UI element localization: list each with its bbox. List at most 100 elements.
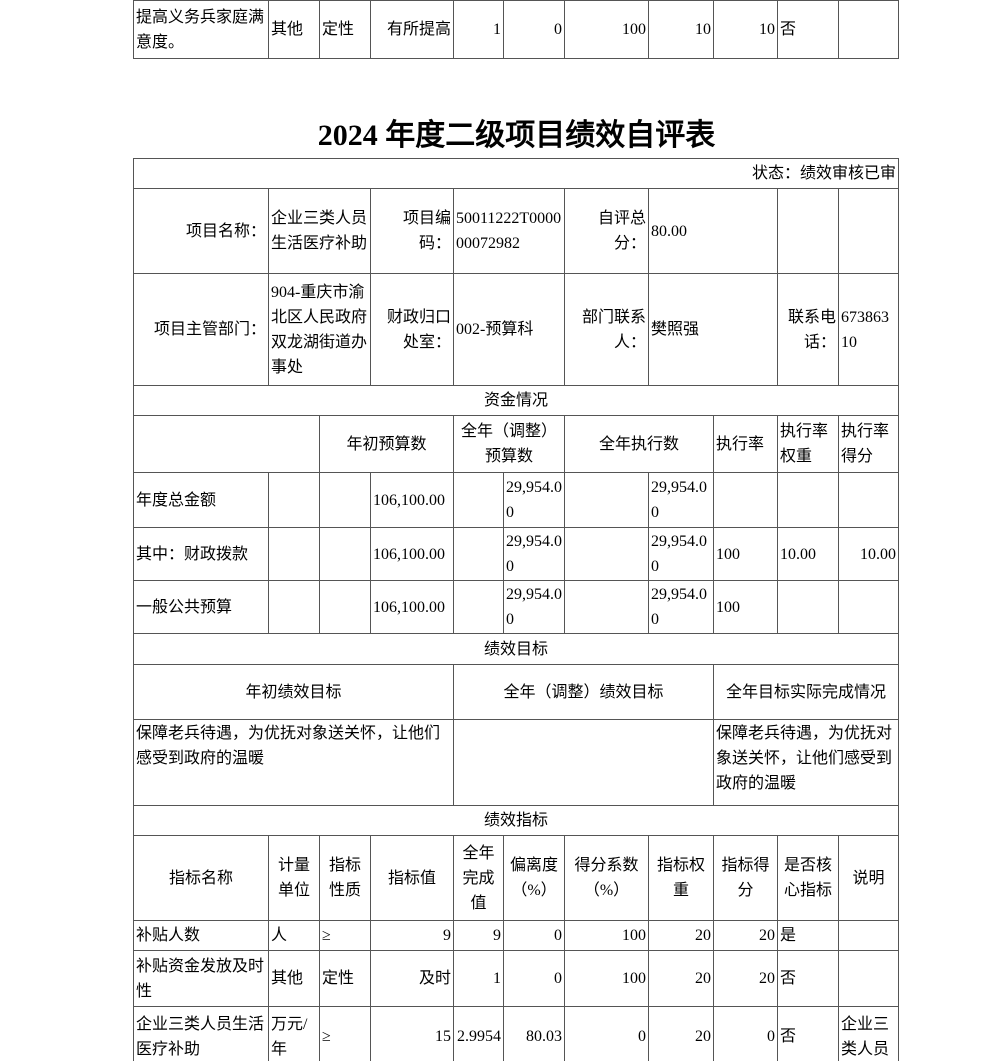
cell: 企业三类人员生活医疗补助 bbox=[133, 1006, 269, 1061]
cell bbox=[564, 527, 649, 581]
cell: 29,954.00 bbox=[503, 527, 565, 581]
table-row: 提高义务兵家庭满意度。 其他 定性 有所提高 1 0 100 10 10 否 bbox=[133, 0, 899, 59]
cell: 100 bbox=[713, 527, 778, 581]
cell bbox=[564, 472, 649, 528]
column-header: 是否核心指标 bbox=[777, 835, 839, 921]
cell bbox=[319, 472, 371, 528]
cell: 106,100.00 bbox=[370, 580, 454, 634]
page-title: 2024 年度二级项目绩效自评表 bbox=[317, 119, 716, 152]
actual-completion: 保障老兵待遇，为优抚对象送关怀，让他们感受到政府的温暖 bbox=[713, 719, 899, 806]
cell: 企业三类人员 bbox=[838, 1006, 899, 1061]
cell: 补贴资金发放及时性 bbox=[133, 950, 269, 1007]
label: 项目主管部门： bbox=[133, 273, 269, 386]
cell: 补贴人数 bbox=[133, 920, 269, 951]
project-code: 50011222T000000072982 bbox=[453, 188, 565, 274]
cell: 一般公共预算 bbox=[133, 580, 269, 634]
cell: 其中：财政拨款 bbox=[133, 527, 269, 581]
cell bbox=[838, 472, 899, 528]
cell: 29,954.00 bbox=[503, 472, 565, 528]
cell: 20 bbox=[648, 950, 714, 1007]
column-header: 指标得分 bbox=[713, 835, 778, 921]
cell: 20 bbox=[713, 920, 778, 951]
cell: 100 bbox=[564, 920, 649, 951]
column-header: 年初绩效目标 bbox=[133, 664, 454, 720]
cell: 20 bbox=[648, 920, 714, 951]
cell bbox=[453, 580, 504, 634]
cell bbox=[319, 580, 371, 634]
status-text: 状态：绩效审核已审 bbox=[133, 158, 899, 189]
cell: 1 bbox=[453, 0, 504, 59]
column-header: 全年完成值 bbox=[453, 835, 504, 921]
column-header: 执行率得分 bbox=[838, 415, 899, 473]
column-header: 年初预算数 bbox=[319, 415, 454, 473]
cell bbox=[453, 472, 504, 528]
cell: 否 bbox=[777, 950, 839, 1007]
column-header: 指标权重 bbox=[648, 835, 714, 921]
column-header: 偏离度（%） bbox=[503, 835, 565, 921]
cell: 定性 bbox=[319, 0, 371, 59]
evaluation-table: 状态：绩效审核已审 项目名称： 企业三类人员生活医疗补助 项目编码： 50011… bbox=[133, 158, 899, 1061]
cell bbox=[268, 580, 320, 634]
cell: 20 bbox=[648, 1006, 714, 1061]
column-header: 全年（调整）绩效目标 bbox=[453, 664, 714, 720]
cell: 9 bbox=[453, 920, 504, 951]
fund-row: 其中：财政拨款 106,100.00 29,954.00 29,954.00 100 10… bbox=[133, 527, 899, 581]
cell: 0 bbox=[713, 1006, 778, 1061]
column-header: 全年（调整）预算数 bbox=[453, 415, 565, 473]
column-header: 指标名称 bbox=[133, 835, 269, 921]
cell bbox=[268, 472, 320, 528]
adjusted-goal bbox=[453, 719, 714, 806]
cell: 及时 bbox=[370, 950, 454, 1007]
cell: 29,954.00 bbox=[648, 527, 714, 581]
column-header: 指标性质 bbox=[319, 835, 371, 921]
cell: 0 bbox=[503, 920, 565, 951]
cell: 20 bbox=[713, 950, 778, 1007]
cell: 100 bbox=[713, 580, 778, 634]
cell bbox=[838, 580, 899, 634]
cell bbox=[564, 580, 649, 634]
indicator-row: 补贴人数人 ≥9 9 0 100 20 20 是 bbox=[133, 920, 899, 951]
column-header: 指标值 bbox=[370, 835, 454, 921]
cell: 10 bbox=[648, 0, 714, 59]
column-header: 全年目标实际完成情况 bbox=[713, 664, 899, 720]
cell: 15 bbox=[370, 1006, 454, 1061]
cell: 0 bbox=[564, 1006, 649, 1061]
cell: 2.9954 bbox=[453, 1006, 504, 1061]
contact: 樊照强 bbox=[648, 273, 778, 386]
fund-row: 年度总金额 106,100.00 29,954.00 29,954.00 bbox=[133, 472, 899, 528]
cell: 106,100.00 bbox=[370, 527, 454, 581]
section-heading: 资金情况 bbox=[133, 385, 899, 416]
cell bbox=[838, 950, 899, 1007]
cell bbox=[713, 472, 778, 528]
section-heading: 绩效指标 bbox=[133, 805, 899, 836]
cell: 29,954.00 bbox=[648, 472, 714, 528]
previous-table: 提高义务兵家庭满意度。 其他 定性 有所提高 1 0 100 10 10 否 bbox=[133, 0, 899, 59]
cell: 1 bbox=[453, 950, 504, 1007]
cell: ≥ bbox=[319, 1006, 371, 1061]
column-header: 计量单位 bbox=[268, 835, 320, 921]
cell: 100 bbox=[564, 950, 649, 1007]
column-header: 执行率 bbox=[713, 415, 778, 473]
cell bbox=[777, 580, 839, 634]
column-header: 说明 bbox=[838, 835, 899, 921]
office: 002-预算科 bbox=[453, 273, 565, 386]
cell: 10 bbox=[713, 0, 778, 59]
cell: ≥ bbox=[319, 920, 371, 951]
cell: 29,954.00 bbox=[503, 580, 565, 634]
cell: 9 bbox=[370, 920, 454, 951]
cell: 人 bbox=[268, 920, 320, 951]
label: 项目名称： bbox=[133, 188, 269, 274]
cell: 100 bbox=[564, 0, 649, 59]
cell: 0 bbox=[503, 950, 565, 1007]
phone: 67386310 bbox=[838, 273, 899, 386]
indicator-row: 补贴资金发放及时性 其他 定性 及时 1 0 100 20 20 否 bbox=[133, 950, 899, 1007]
cell bbox=[838, 0, 899, 59]
cell: 10.00 bbox=[838, 527, 899, 581]
label: 自评总分： bbox=[564, 188, 649, 274]
column-header: 得分系数（%） bbox=[564, 835, 649, 921]
cell: 80.03 bbox=[503, 1006, 565, 1061]
cell: 有所提高 bbox=[370, 0, 454, 59]
cell bbox=[777, 188, 839, 274]
cell bbox=[777, 472, 839, 528]
cell: 是 bbox=[777, 920, 839, 951]
